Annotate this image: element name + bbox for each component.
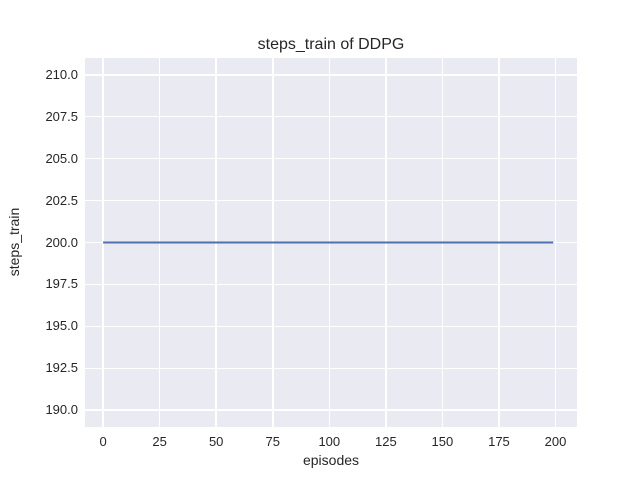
x-tick-label: 25	[152, 434, 167, 449]
y-tick-label: 210.0	[45, 66, 78, 82]
series-layer	[103, 241, 554, 244]
x-axis-label: episodes	[302, 452, 360, 468]
y-tick-label: 205.0	[45, 150, 78, 166]
x-tick-label: 150	[431, 434, 454, 449]
x-tick-label: 200	[544, 434, 567, 449]
vertical-gridline	[102, 58, 104, 427]
horizontal-gridline	[85, 325, 577, 328]
horizontal-gridline	[85, 74, 577, 76]
vertical-gridline	[554, 58, 557, 427]
y-tick-label: 200.0	[45, 234, 78, 250]
y-tick-label: 195.0	[45, 318, 78, 334]
y-tick-label: 192.5	[45, 360, 78, 376]
x-tick-label: 125	[374, 434, 397, 449]
horizontal-gridline	[85, 115, 577, 118]
horizontal-gridline	[85, 283, 577, 286]
y-tick-label: 202.5	[45, 192, 78, 208]
y-tick-label: 197.5	[45, 276, 78, 292]
x-tick-label: 50	[208, 434, 224, 449]
horizontal-gridline	[85, 199, 577, 202]
y-tick-label: 190.0	[45, 402, 78, 418]
horizontal-gridline	[85, 157, 577, 160]
y-tick-label: 207.5	[45, 108, 78, 124]
x-tick-label: 75	[265, 434, 280, 449]
horizontal-gridline	[85, 409, 577, 411]
x-tick-label: 100	[318, 434, 341, 449]
chart-title: steps_train of DDPG	[257, 36, 405, 53]
plot-area	[85, 58, 577, 427]
x-tick-label: 0	[99, 434, 107, 449]
x-tick-label: 175	[488, 434, 510, 449]
horizontal-gridline	[85, 367, 577, 370]
